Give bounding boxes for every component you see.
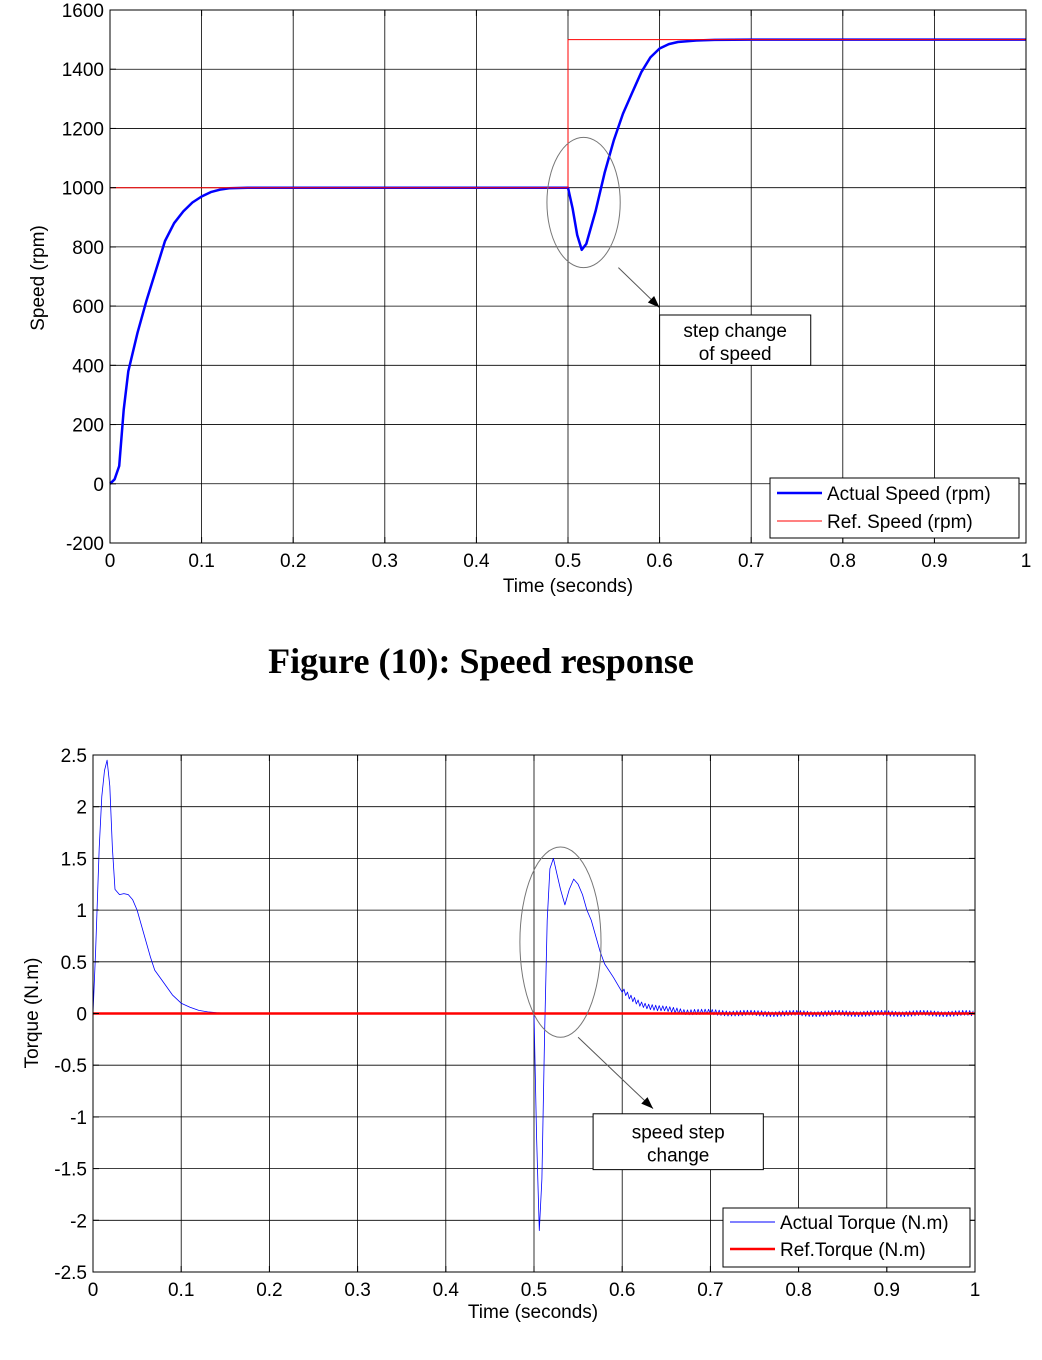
c1-y-tick-label: 1600 — [62, 1, 104, 22]
c1-y-tick-label: 1000 — [62, 179, 104, 200]
figure-caption: Figure (10): Speed response — [268, 641, 694, 681]
speed-annotation-arrowhead — [647, 296, 660, 308]
torque-annotation-ellipse — [519, 846, 602, 1038]
c1-x-tick-label: 0.2 — [280, 551, 306, 572]
c2-y-tick-label: -1 — [70, 1108, 87, 1129]
c2-x-tick-label: 0.5 — [521, 1280, 547, 1301]
c2-x-tick-label: 0.1 — [168, 1280, 194, 1301]
c2-y-tick-label: -2.5 — [54, 1263, 87, 1284]
speed-chart: 0 0.1 0.2 0.3 0.4 0.5 0.6 0.7 0.8 0.9 1-2000200400… — [28, 1, 1031, 597]
c1-y-tick-label: 1400 — [62, 60, 104, 81]
torque-annotation-text-line-2: change — [647, 1146, 709, 1167]
speed-series-group — [109, 38, 1026, 485]
c1-x-tick-label: 0 — [105, 551, 116, 572]
speed-legend-label-ref: Ref. Speed (rpm) — [827, 512, 973, 533]
c2-x-tick-label: 0.8 — [785, 1280, 811, 1301]
torque-annotation-box — [592, 1113, 764, 1171]
speed-annotation: step change of speed — [546, 136, 812, 366]
torque-legend: Actual Torque (N.m) Ref.Torque (N.m) — [722, 1207, 971, 1268]
speed-x-axis-label: Time (seconds) — [503, 576, 633, 597]
speed-legend: Actual Speed (rpm) Ref. Speed (rpm) — [769, 477, 1020, 539]
torque-annotation-text-line-1: speed step — [632, 1123, 725, 1144]
c2-x-tick-label: 0.7 — [697, 1280, 723, 1301]
c1-x-tick-label: 0.7 — [738, 551, 764, 572]
speed-annotation-text-line-2: of speed — [699, 344, 772, 365]
c1-x-tick-label: 0.6 — [646, 551, 672, 572]
c2-y-tick-label: 2.5 — [61, 746, 87, 767]
torque-annotation-arrowhead — [641, 1097, 654, 1109]
c2-x-tick-label: 0.6 — [609, 1280, 635, 1301]
c1-x-tick-label: 0.8 — [830, 551, 856, 572]
c2-y-tick-label: 1 — [76, 901, 87, 922]
torque-annotation: speed step change — [519, 846, 764, 1171]
c1-y-tick-label: 1200 — [62, 119, 104, 140]
speed-annotation-text-line-1: step change — [683, 321, 787, 342]
speed-ticks: 0 0.1 0.2 0.3 0.4 0.5 0.6 0.7 0.8 0.9 1-2000200400… — [62, 1, 1032, 572]
torque-x-axis-label: Time (seconds) — [468, 1302, 598, 1323]
speed-annotation-box — [659, 314, 812, 366]
c2-y-tick-label: -0.5 — [54, 1056, 87, 1077]
c1-y-tick-label: 200 — [72, 416, 104, 437]
torque-grid — [93, 755, 975, 1272]
c2-y-tick-label: -1.5 — [54, 1160, 87, 1181]
torque-ticks: 0 0.1 0.2 0.3 0.4 0.5 0.6 0.7 0.8 0.9 1 -2.5 -2 -1.5 -… — [54, 746, 980, 1301]
c1-y-tick-label: -200 — [66, 534, 104, 555]
c1-y-tick-label: 600 — [72, 297, 104, 318]
speed-legend-box — [769, 477, 1020, 539]
c1-y-tick-label: 800 — [72, 238, 104, 259]
c1-x-tick-label: 0.1 — [188, 551, 214, 572]
torque-annotation-arrow — [577, 1036, 654, 1109]
c1-x-tick-label: 0.9 — [921, 551, 947, 572]
c1-x-tick-label: 0.5 — [555, 551, 581, 572]
c2-x-tick-label: 0.2 — [256, 1280, 282, 1301]
c2-x-tick-label: 0.3 — [344, 1280, 370, 1301]
c2-y-tick-label: 0.5 — [61, 953, 87, 974]
c2-y-tick-label: 0 — [76, 1005, 87, 1026]
c2-x-tick-label: 1 — [970, 1280, 981, 1301]
c2-x-tick-label: 0.9 — [874, 1280, 900, 1301]
speed-annotation-ellipse — [546, 136, 621, 269]
c1-x-tick-label: 1 — [1021, 551, 1032, 572]
c2-x-tick-label: 0 — [88, 1280, 99, 1301]
torque-legend-box — [722, 1207, 971, 1268]
speed-y-axis-label: Speed (rpm) — [28, 225, 49, 331]
c1-series-line-ref — [110, 39, 1026, 189]
torque-legend-label-ref: Ref.Torque (N.m) — [780, 1240, 926, 1261]
c2-y-tick-label: -2 — [70, 1211, 87, 1232]
c1-x-tick-label: 0.3 — [372, 551, 398, 572]
torque-chart: 0 0.1 0.2 0.3 0.4 0.5 0.6 0.7 0.8 0.9 1 -2.5 -2 -1.5 -… — [22, 746, 980, 1323]
c1-y-tick-label: 0 — [93, 475, 104, 496]
speed-legend-label-actual: Actual Speed (rpm) — [827, 484, 991, 505]
c1-y-tick-label: 400 — [72, 356, 104, 377]
c1-x-tick-label: 0.4 — [463, 551, 490, 572]
torque-legend-label-actual: Actual Torque (N.m) — [780, 1213, 949, 1234]
c2-x-tick-label: 0.4 — [433, 1280, 460, 1301]
c2-y-tick-label: 2 — [76, 798, 87, 819]
torque-y-axis-label: Torque (N.m) — [22, 958, 43, 1069]
c2-y-tick-label: 1.5 — [61, 849, 87, 870]
